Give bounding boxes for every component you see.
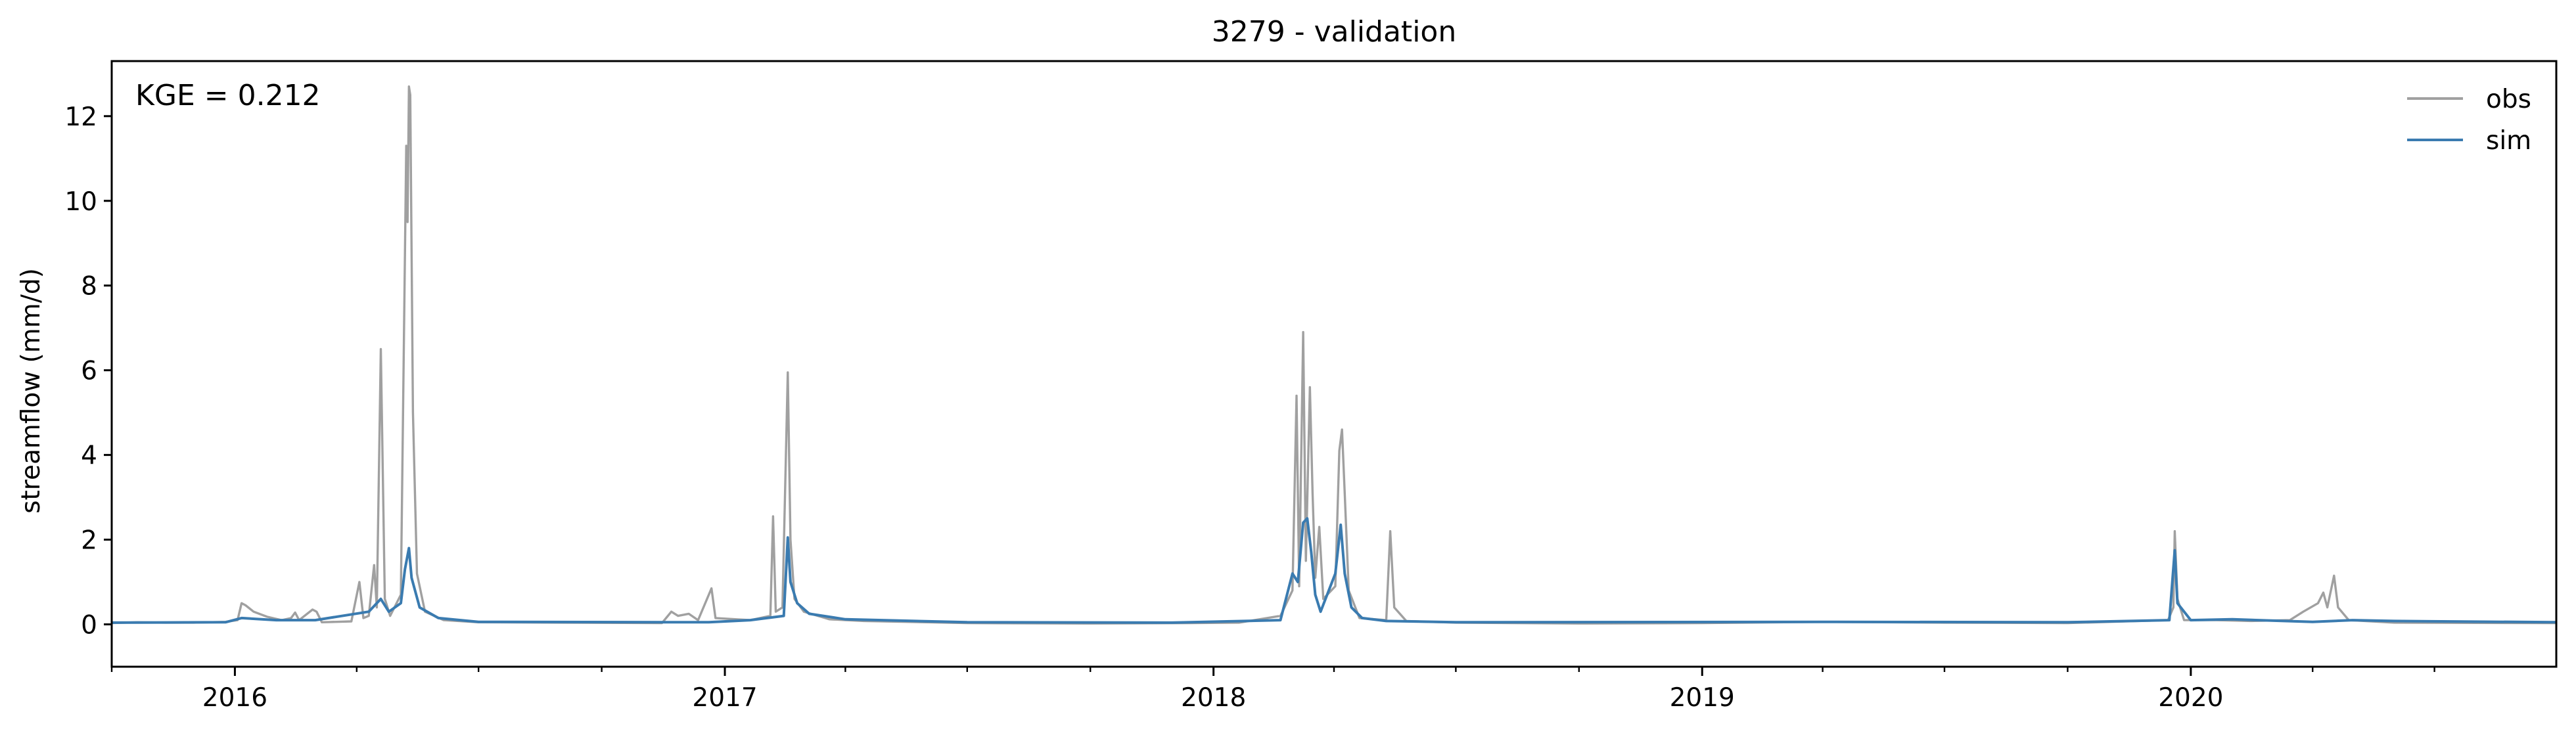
plot-frame xyxy=(110,60,2558,668)
legend-label-sim: sim xyxy=(2486,126,2531,156)
legend: obs sim xyxy=(2407,85,2531,156)
y-tick-label: 2 xyxy=(81,526,97,556)
legend-label-obs: obs xyxy=(2486,85,2531,114)
y-tick-label: 0 xyxy=(81,611,97,640)
y-tick-label: 8 xyxy=(81,272,97,302)
chart-title: 3279 - validation xyxy=(1212,15,1456,49)
y-axis: 0 2 4 6 8 10 12 xyxy=(64,102,112,640)
y-tick-label: 4 xyxy=(81,441,97,471)
kge-annotation: KGE = 0.212 xyxy=(135,79,321,112)
x-axis: 2016 2017 2018 2019 2020 xyxy=(110,667,2435,713)
x-tick-label: 2017 xyxy=(692,683,757,713)
plot-area xyxy=(111,85,2557,625)
series-line-obs xyxy=(111,85,2557,625)
x-tick-label: 2019 xyxy=(1670,683,1735,713)
y-tick-label: 12 xyxy=(64,102,97,132)
series-line-sim xyxy=(111,517,2557,624)
x-tick-label: 2018 xyxy=(1181,683,1246,713)
x-tick-label: 2020 xyxy=(2158,683,2223,713)
x-tick-label: 2016 xyxy=(202,683,267,713)
y-tick-label: 6 xyxy=(81,357,97,386)
y-axis-label: streamflow (mm/d) xyxy=(16,268,46,514)
y-tick-label: 10 xyxy=(64,187,97,217)
